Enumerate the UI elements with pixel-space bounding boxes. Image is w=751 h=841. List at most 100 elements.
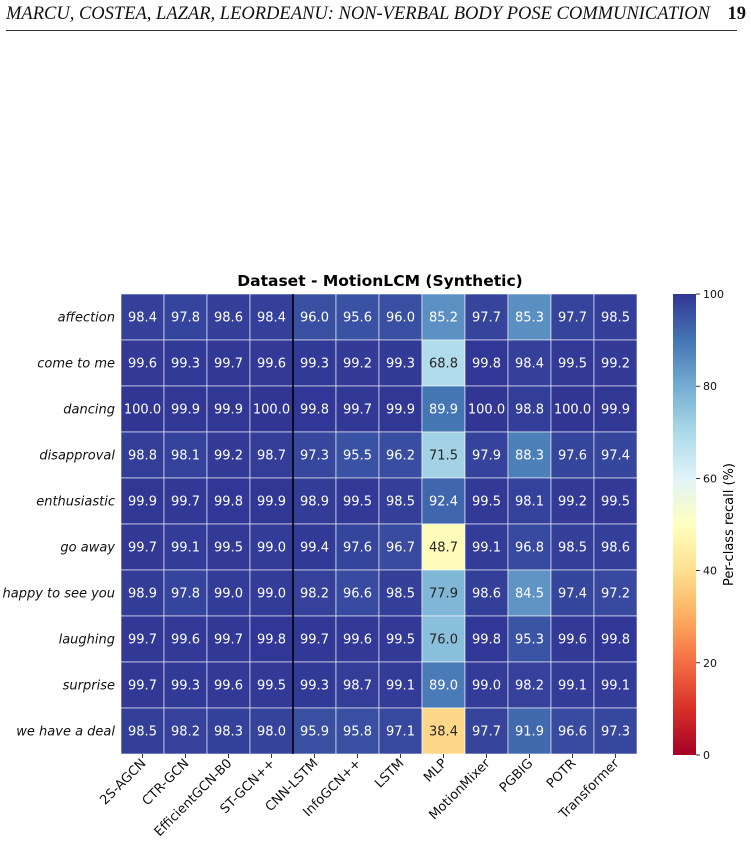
cell-value: 97.7: [472, 311, 501, 326]
heatmap-cell: [120, 569, 165, 617]
cell-value: 99.2: [558, 495, 587, 510]
page-number: 19: [727, 4, 747, 24]
heatmap-cell: [550, 661, 595, 709]
cell-value: 95.6: [343, 311, 372, 326]
cell-value: 97.6: [343, 541, 372, 556]
cell-value: 99.7: [128, 541, 157, 556]
heatmap-cell: [378, 615, 423, 663]
heatmap-cell: [163, 293, 208, 341]
heatmap-cell: [550, 569, 595, 617]
heatmap-cell: [421, 615, 466, 663]
cell-value: 99.5: [386, 633, 415, 648]
heatmap-cells: [120, 293, 638, 755]
heatmap-cell: [249, 431, 294, 479]
cell-value: 89.9: [429, 403, 458, 418]
cell-value: 99.6: [171, 633, 200, 648]
heatmap-cell: [464, 615, 509, 663]
cell-value: 96.6: [343, 587, 372, 602]
heatmap-cell: [464, 523, 509, 571]
cell-value: 99.2: [343, 357, 372, 372]
heatmap-cell: [249, 385, 294, 433]
cell-value: 99.6: [558, 633, 587, 648]
cell-value: 99.0: [257, 541, 286, 556]
heatmap-cell: [120, 477, 165, 525]
column-labels: 2S-AGCNCTR-GCNEfficientGCN-B0ST-GCN++CNN…: [97, 754, 623, 840]
heatmap-cell: [593, 477, 638, 525]
cell-value: 99.1: [171, 541, 200, 556]
column-label: EfficientGCN-B0: [152, 756, 236, 840]
heatmap-cell: [120, 339, 165, 387]
cell-value: 97.4: [558, 587, 587, 602]
cell-value: 99.0: [214, 587, 243, 602]
heatmap-cell: [378, 293, 423, 341]
cell-value: 71.5: [429, 449, 458, 464]
cell-value: 96.2: [386, 449, 415, 464]
cell-value: 99.0: [472, 679, 501, 694]
heatmap-cell: [206, 293, 251, 341]
cell-value: 97.7: [472, 725, 501, 740]
heatmap-cell: [464, 339, 509, 387]
heatmap-cell: [206, 339, 251, 387]
cell-value: 98.0: [257, 725, 286, 740]
cell-value: 98.4: [128, 311, 157, 326]
cell-value: 99.1: [472, 541, 501, 556]
row-labels: affection come to me dancing disapproval ent…: [2, 311, 115, 740]
cell-value: 99.6: [214, 679, 243, 694]
cell-value: 99.1: [386, 679, 415, 694]
column-label: PGBIG: [497, 756, 536, 795]
heatmap-cell: [163, 661, 208, 709]
heatmap-cell: [421, 661, 466, 709]
heatmap-cell: [464, 431, 509, 479]
colorbar-tick-label: 100: [703, 288, 724, 301]
cell-value: 89.0: [429, 679, 458, 694]
heatmap-cell: [120, 661, 165, 709]
heatmap-cell: [120, 615, 165, 663]
colorbar-tick-label: 40: [703, 565, 717, 578]
cell-value: 99.7: [343, 403, 372, 418]
heatmap-cell: [550, 707, 595, 755]
heatmap-cell: [335, 661, 380, 709]
cell-value: 97.8: [171, 587, 200, 602]
heatmap-cell: [206, 707, 251, 755]
cell-value: 98.9: [128, 587, 157, 602]
cell-value: 97.3: [300, 449, 329, 464]
heatmap-cell: [335, 569, 380, 617]
cell-value: 99.7: [214, 633, 243, 648]
heatmap-cell: [206, 385, 251, 433]
cell-value: 99.7: [300, 633, 329, 648]
heatmap-cell: [464, 385, 509, 433]
heatmap-cell: [593, 661, 638, 709]
heatmap-cell: [593, 293, 638, 341]
heatmap-cell: [507, 385, 552, 433]
cell-value: 98.6: [472, 587, 501, 602]
colorbar-tick-label: 0: [703, 749, 710, 762]
cell-value: 99.8: [601, 633, 630, 648]
cell-value: 98.2: [300, 587, 329, 602]
cell-value: 99.7: [171, 495, 200, 510]
heatmap-cell: [335, 339, 380, 387]
heatmap-cell: [507, 661, 552, 709]
row-label: happy to see you: [2, 587, 115, 602]
heatmap-cell: [593, 339, 638, 387]
heatmap-cell: [421, 477, 466, 525]
column-label: MLP: [421, 756, 450, 785]
cell-value: 99.3: [171, 357, 200, 372]
cell-value: 99.6: [343, 633, 372, 648]
cell-value: 99.8: [214, 495, 243, 510]
cell-value: 99.9: [214, 403, 243, 418]
heatmap-cell: [335, 615, 380, 663]
cell-value: 99.7: [214, 357, 243, 372]
heatmap-cell: [421, 339, 466, 387]
cell-value: 98.5: [558, 541, 587, 556]
heatmap-cell: [550, 431, 595, 479]
heatmap-cell: [593, 569, 638, 617]
heatmap-cell-labels: 98.4 97.8 98.6 98.4 96.0 95.6 96.0 85.2 97.7 85.3…: [124, 311, 630, 740]
row-label: affection: [58, 311, 115, 326]
column-label: LSTM: [372, 756, 407, 791]
cell-value: 99.8: [257, 633, 286, 648]
cell-value: 96.8: [515, 541, 544, 556]
row-label: surprise: [63, 679, 115, 694]
heatmap-cell: [120, 707, 165, 755]
cell-value: 97.6: [558, 449, 587, 464]
